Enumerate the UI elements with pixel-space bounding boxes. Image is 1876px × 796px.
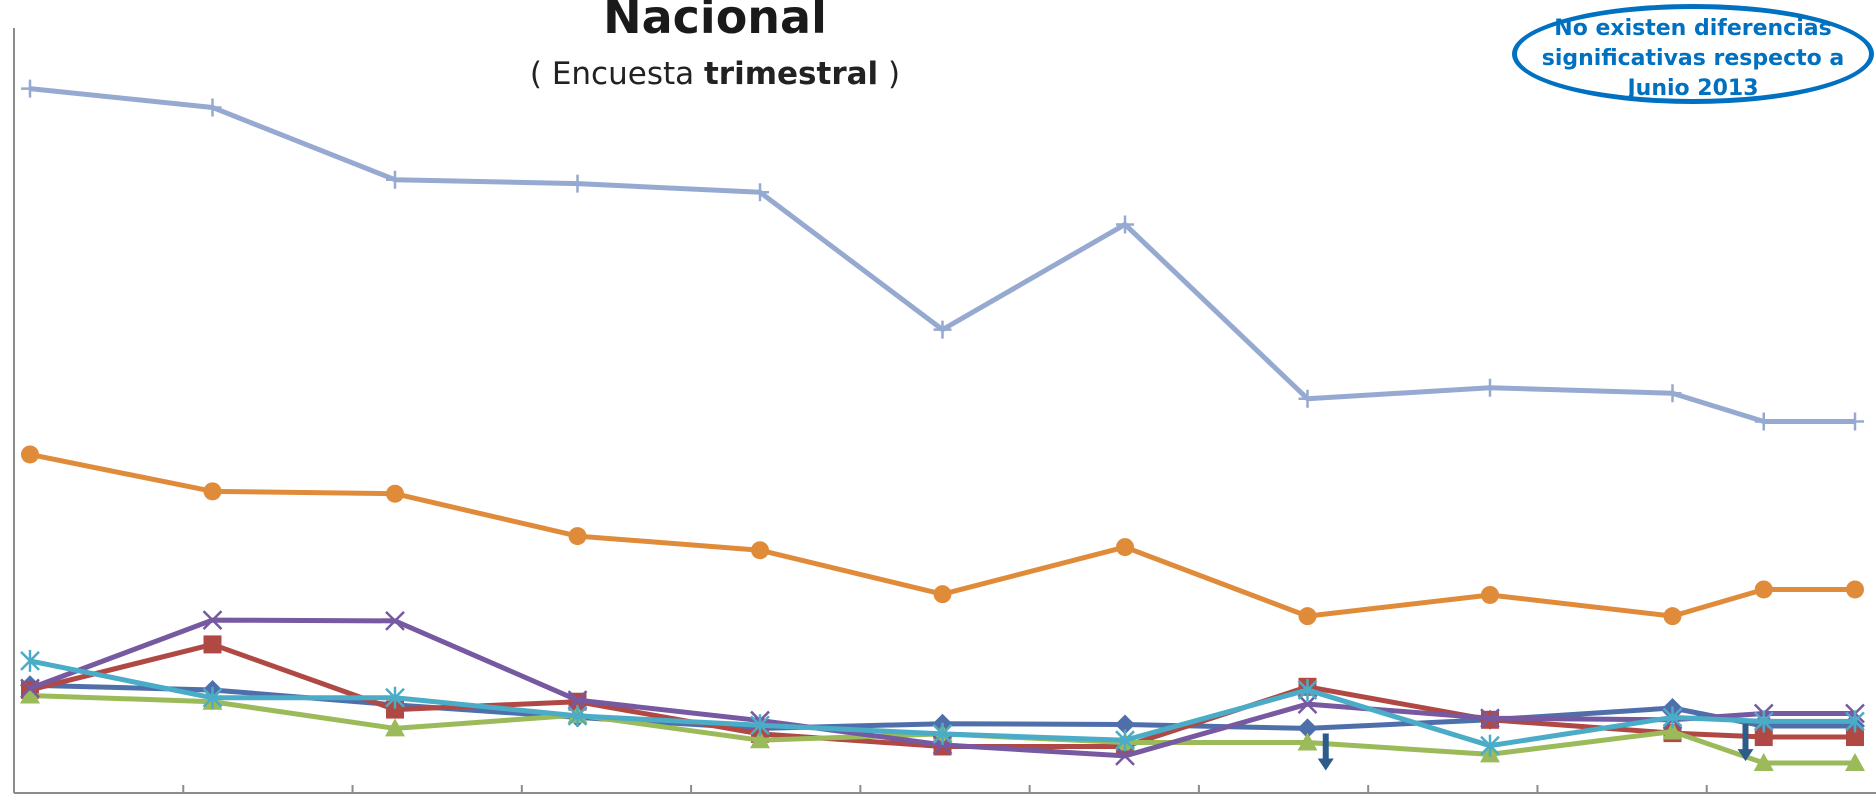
data-point-4 — [567, 690, 588, 711]
data-point-5 — [751, 541, 769, 560]
data-point-7 — [1115, 746, 1135, 766]
data-point-3 — [385, 610, 405, 631]
data-point-6 — [932, 722, 953, 745]
data-point-2 — [203, 482, 222, 501]
data-point-7 — [1115, 714, 1135, 735]
data-point-10 — [1662, 721, 1683, 740]
data-point-7 — [1116, 215, 1134, 234]
data-point-1 — [20, 678, 40, 699]
data-point-8 — [1298, 607, 1317, 626]
data-point-11 — [1754, 728, 1773, 747]
data-point-4 — [568, 527, 587, 546]
data-point-3 — [386, 484, 404, 503]
data-point-12 — [1845, 752, 1865, 771]
subtitle-prefix: ( Encuesta — [529, 56, 704, 92]
data-point-9 — [1480, 708, 1500, 729]
data-point-4 — [568, 174, 587, 193]
data-point-3 — [385, 718, 405, 737]
data-point-5 — [751, 183, 769, 202]
data-point-6 — [933, 320, 952, 339]
data-point-8 — [1298, 389, 1317, 408]
data-point-10 — [1663, 384, 1682, 403]
chart-subtitle: ( Encuesta trimestral ) — [0, 56, 1430, 92]
data-point-12 — [1845, 710, 1865, 733]
data-point-2 — [202, 610, 223, 630]
data-point-2 — [202, 686, 223, 709]
down-arrow-icon — [1317, 733, 1334, 771]
data-point-8 — [1297, 718, 1318, 739]
data-point-1 — [21, 79, 39, 98]
data-point-8 — [1297, 678, 1318, 701]
data-point-10 — [1663, 607, 1682, 626]
data-point-12 — [1846, 580, 1864, 599]
data-point-8 — [1297, 732, 1318, 751]
series-line — [29, 451, 1855, 619]
data-point-9 — [1481, 378, 1499, 397]
data-point-5 — [750, 714, 770, 737]
data-point-10 — [1662, 706, 1683, 729]
series-2 — [21, 445, 1864, 626]
data-point-8 — [1297, 694, 1318, 714]
down-arrow-icon — [1737, 724, 1754, 762]
data-point-5 — [750, 730, 770, 749]
series-line — [29, 682, 1855, 731]
data-point-7 — [1116, 538, 1134, 557]
data-point-9 — [1481, 585, 1499, 604]
data-point-4 — [567, 704, 588, 727]
data-point-12 — [1846, 728, 1864, 747]
series-1 — [21, 79, 1864, 431]
data-point-3 — [386, 170, 404, 189]
significance-note: No existen diferencias significativas re… — [1512, 4, 1874, 104]
series-7 — [20, 649, 1865, 757]
subtitle-suffix: ) — [878, 56, 901, 92]
subtitle-bold: trimestral — [703, 56, 879, 92]
data-point-1 — [20, 649, 40, 672]
data-point-7 — [1115, 729, 1135, 752]
data-point-11 — [1753, 752, 1774, 771]
data-point-1 — [20, 685, 40, 704]
data-point-11 — [1753, 710, 1774, 733]
data-point-3 — [385, 686, 405, 709]
data-point-2 — [203, 98, 222, 117]
series-line — [29, 86, 1855, 424]
data-point-3 — [386, 700, 404, 719]
data-point-11 — [1754, 580, 1773, 599]
chart-title: Nacional — [603, 0, 827, 44]
data-point-6 — [933, 585, 952, 604]
data-point-1 — [21, 445, 39, 464]
data-point-12 — [1846, 412, 1864, 431]
data-point-9 — [1480, 734, 1500, 757]
data-point-2 — [203, 635, 222, 654]
data-point-11 — [1754, 412, 1773, 431]
series-line — [29, 658, 1855, 749]
